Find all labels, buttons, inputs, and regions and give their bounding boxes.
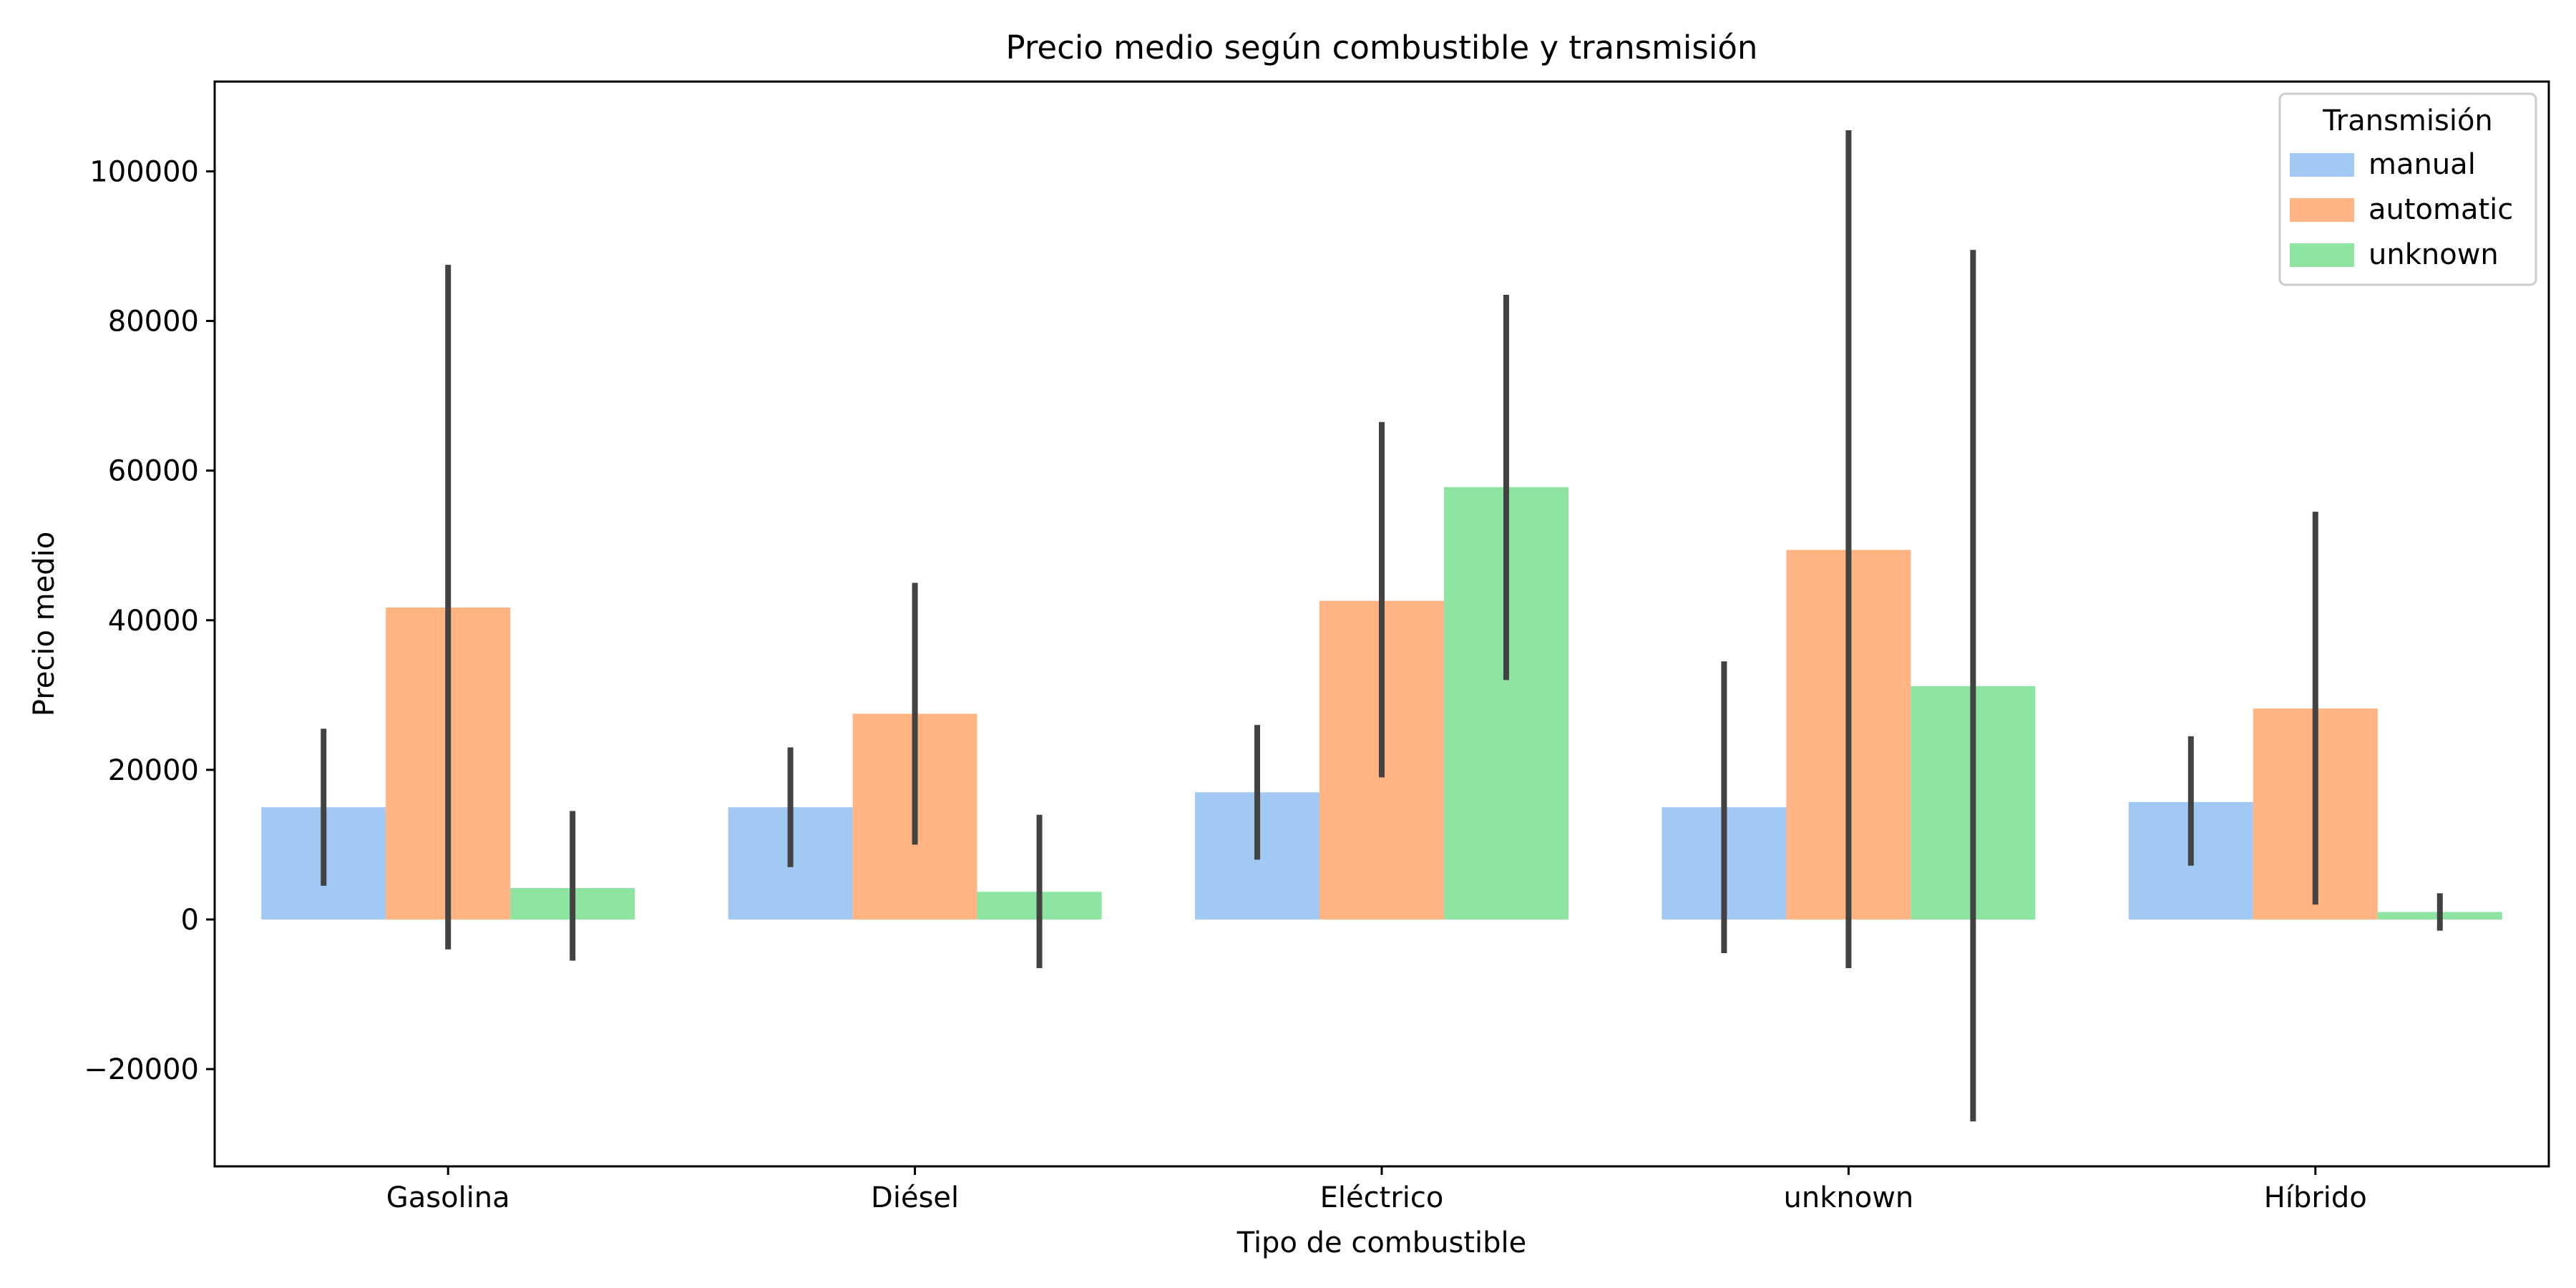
legend-swatch-unknown — [2290, 243, 2354, 267]
legend-label-unknown: unknown — [2368, 238, 2499, 271]
y-tick-label: 80000 — [108, 306, 199, 338]
x-axis-label: Tipo de combustible — [1236, 1226, 1527, 1259]
plot-frame — [213, 80, 2550, 1168]
legend-swatch-manual — [2290, 153, 2354, 177]
chart-title: Precio medio según combustible y transmi… — [1006, 29, 1758, 67]
legend-label-automatic: automatic — [2368, 193, 2513, 226]
legend-label-manual: manual — [2368, 148, 2476, 181]
error-bars-layer — [321, 130, 2443, 1122]
x-axis: Gasolina Diésel Eléctrico unknown Híbrido — [386, 1166, 2367, 1214]
legend-swatch-automatic — [2290, 198, 2354, 222]
legend-frame — [2278, 92, 2537, 286]
x-tick-label: Híbrido — [2264, 1181, 2367, 1214]
legend-title: Transmisión — [2322, 104, 2493, 137]
legend-items: manual automatic unknown — [2290, 148, 2513, 271]
x-tick-label: Eléctrico — [1320, 1181, 1444, 1214]
x-tick-label: Gasolina — [386, 1181, 510, 1214]
y-tick-label: 20000 — [108, 754, 199, 787]
y-tick-label: −20000 — [84, 1053, 199, 1086]
y-axis: −20000 0 20000 40000 60000 80000 100000 — [84, 155, 215, 1086]
y-axis-label: Precio medio — [28, 532, 61, 716]
x-tick-label: Diésel — [871, 1181, 959, 1214]
legend: Transmisión manual automatic unknown — [2278, 92, 2537, 286]
y-tick-label: 100000 — [89, 155, 199, 188]
y-tick-label: 40000 — [108, 605, 199, 638]
x-tick-label: unknown — [1784, 1181, 1914, 1214]
y-tick-label: 60000 — [108, 455, 199, 488]
y-tick-label: 0 — [181, 904, 199, 937]
